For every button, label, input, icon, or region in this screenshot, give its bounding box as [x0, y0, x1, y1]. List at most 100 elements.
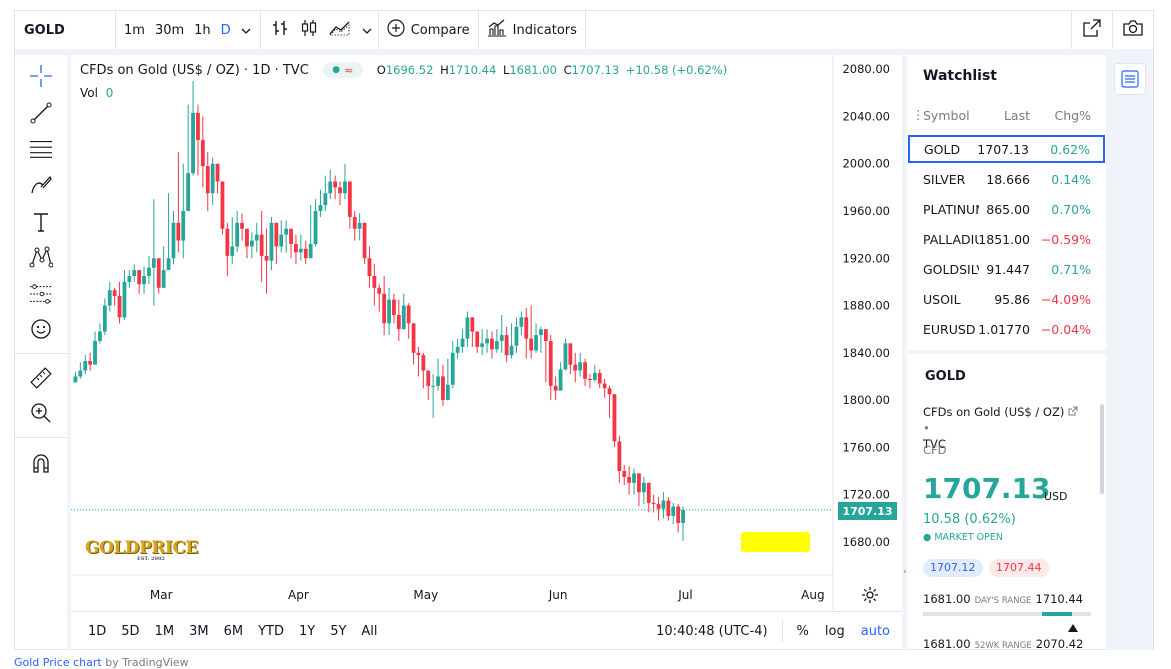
candle-body — [490, 338, 494, 350]
candle-body — [269, 222, 274, 261]
drag-handle-icon[interactable]: ⋮ — [912, 107, 924, 122]
watchlist-toggle-icon[interactable] — [1114, 63, 1146, 95]
detail-description: CFDs on Gold (US$ / OZ) • TVC — [923, 404, 1088, 452]
detail-scrollbar[interactable] — [1100, 404, 1104, 494]
bottom-toolbar: 1D 5D 1M 3M 6M YTD 1Y 5Y All 10:40:48 (U… — [71, 611, 902, 650]
watchlist-symbol: USOIL — [923, 292, 961, 307]
low-value: 1681.00 — [509, 63, 557, 77]
collapse-chevron-icon[interactable]: › — [903, 567, 907, 577]
range-all[interactable]: All — [361, 623, 378, 639]
watchlist-symbol: SILVER — [923, 172, 966, 187]
percent-toggle[interactable]: % — [796, 623, 809, 639]
candle-body — [441, 376, 445, 401]
y-tick-label: 2080.00 — [842, 62, 890, 76]
watchlist-last: 1851.00 — [978, 232, 1030, 247]
area-chart-icon[interactable] — [328, 19, 351, 41]
external-link-icon[interactable] — [1068, 405, 1078, 419]
candle-body — [455, 346, 460, 353]
range-5y[interactable]: 5Y — [330, 623, 347, 639]
watchlist-row-palladium[interactable]: PALLADIUM1851.00 −0.59% — [907, 225, 1106, 253]
candle-body — [529, 338, 534, 351]
ruler-icon[interactable] — [29, 366, 53, 390]
candle-body — [392, 299, 396, 315]
snapshot-button[interactable] — [1113, 11, 1153, 49]
candle-body — [338, 187, 342, 194]
candle-body — [215, 163, 220, 182]
y-tick-label: 1680.00 — [842, 535, 890, 549]
interval-1m[interactable]: 1m — [124, 22, 145, 38]
interval-d[interactable]: D — [220, 22, 231, 38]
brush-icon[interactable] — [29, 173, 53, 197]
legend-title: CFDs on Gold (US$ / OZ) · 1D · TVC — [80, 62, 309, 78]
candle-body — [372, 276, 377, 288]
logo-subtext: EST. 2002 — [137, 556, 165, 562]
right-sidebar — [1106, 55, 1153, 650]
bars-icon[interactable] — [271, 19, 289, 41]
clock[interactable]: 10:40:48 (UTC-4) — [656, 623, 768, 639]
symbol-search[interactable]: GOLD — [24, 22, 65, 38]
popout-button[interactable] — [1072, 11, 1112, 49]
text-tool-icon[interactable] — [29, 210, 53, 234]
candle-body — [651, 502, 656, 505]
compare-button[interactable]: Compare — [379, 11, 478, 49]
candle-body — [107, 290, 112, 306]
candle-body — [475, 331, 480, 347]
range-1y[interactable]: 1Y — [298, 623, 316, 639]
range-5d[interactable]: 5D — [121, 623, 140, 639]
range-1m[interactable]: 1M — [154, 623, 175, 639]
attribution-link[interactable]: Gold Price chart — [14, 656, 102, 669]
watchlist-row-usoil[interactable]: USOIL 95.86 −4.09% — [907, 285, 1106, 313]
candle-body — [671, 506, 676, 516]
watchlist-row-goldsilver[interactable]: GOLDSILVER 91.447 0.71% — [907, 255, 1106, 283]
candle-body — [186, 173, 191, 211]
week52-low: 1681.00 — [923, 637, 971, 650]
pattern-icon[interactable] — [29, 245, 53, 269]
range-3m[interactable]: 3M — [189, 623, 209, 639]
watchlist-symbol: GOLD — [924, 142, 961, 157]
chevron-down-icon[interactable] — [236, 23, 256, 38]
watchlist-row-gold[interactable]: GOLD 1707.13 0.62% — [908, 135, 1105, 163]
horizontal-lines-icon[interactable] — [29, 137, 53, 161]
candle-body — [637, 473, 641, 493]
open-value: 1696.52 — [385, 63, 434, 77]
zoom-in-icon[interactable] — [29, 401, 53, 425]
price-chart[interactable]: 1680.00 1720.00 1760.00 1800.00 1840.00 1880.… — [71, 55, 902, 610]
chevron-down-icon[interactable] — [362, 23, 372, 38]
interval-30m[interactable]: 30m — [154, 22, 185, 38]
column-chg[interactable]: Chg% — [1054, 108, 1091, 123]
watchlist-row-silver[interactable]: SILVER 18.666 0.14% — [907, 165, 1106, 193]
candle-body — [480, 343, 485, 347]
range-6m[interactable]: 6M — [223, 623, 244, 639]
panel-divider — [902, 55, 907, 650]
detail-description-text: CFDs on Gold (US$ / OZ) — [923, 405, 1065, 419]
magnet-icon[interactable] — [29, 451, 53, 475]
goldprice-logo: GOLDPRICE EST. 2002 — [85, 538, 198, 562]
interval-1h[interactable]: 1h — [194, 22, 211, 38]
gear-icon[interactable] — [861, 586, 879, 608]
high-value: 1710.44 — [448, 63, 497, 77]
range-ytd[interactable]: YTD — [258, 623, 284, 639]
column-last[interactable]: Last — [1003, 108, 1030, 123]
candle-body — [235, 222, 240, 247]
auto-toggle[interactable]: auto — [860, 623, 890, 639]
toolbar-divider — [15, 437, 67, 438]
volume-label: Vol — [80, 86, 98, 100]
forecast-icon[interactable] — [29, 282, 53, 306]
candle-body — [411, 323, 416, 353]
watchlist-row-platinum[interactable]: PLATINUM 865.00 0.70% — [907, 195, 1106, 223]
column-symbol[interactable]: Symbol — [923, 108, 970, 123]
candle-body — [676, 506, 681, 523]
watchlist-row-eurusd[interactable]: EURUSD 1.01770 −0.04% — [907, 315, 1106, 343]
range-1d[interactable]: 1D — [88, 623, 107, 639]
market-status-badge[interactable]: ● ≈ — [322, 62, 363, 78]
emoji-icon[interactable] — [29, 317, 53, 341]
indicators-button[interactable]: Indicators — [479, 11, 585, 49]
watchlist-symbol: PALLADIUM — [923, 232, 979, 247]
week52-label: 52WK RANGE — [974, 641, 1032, 650]
chart-widget-frame — [14, 10, 1154, 650]
last-price-tag: 1707.13 — [838, 502, 897, 520]
crosshair-icon[interactable] — [29, 64, 53, 88]
log-toggle[interactable]: log — [824, 623, 845, 639]
candles-icon[interactable] — [300, 19, 318, 41]
trend-line-icon[interactable] — [29, 101, 53, 125]
